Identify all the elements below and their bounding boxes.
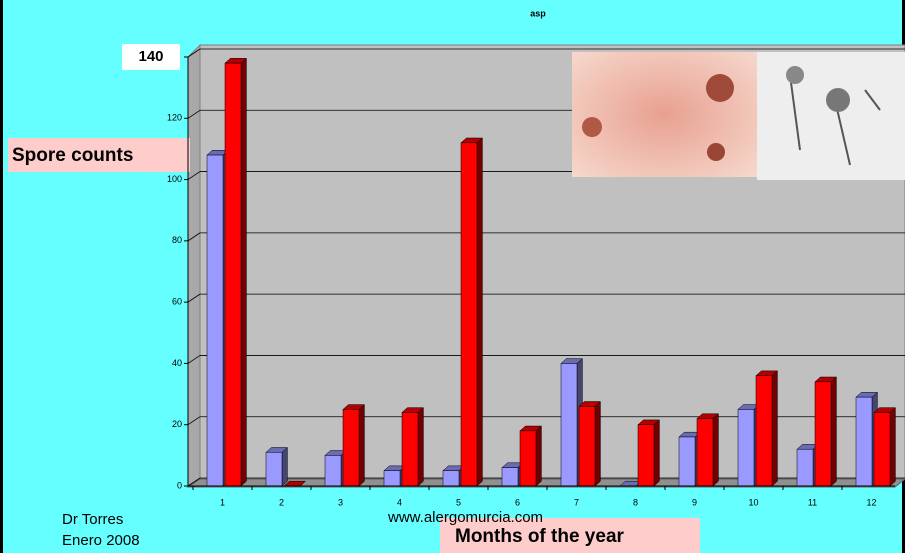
- y-tick-label: 0: [177, 480, 182, 490]
- bar-side: [281, 446, 288, 487]
- bar-side: [240, 57, 247, 487]
- bar-side: [535, 425, 542, 487]
- bar-side: [771, 370, 778, 487]
- bar: [383, 470, 401, 487]
- y-tick-label: 80: [172, 235, 182, 245]
- photo-detail: [582, 117, 602, 137]
- x-tick-label: 9: [692, 497, 697, 507]
- photo-detail: [786, 66, 804, 84]
- photo-detail: [826, 88, 850, 112]
- bar: [796, 448, 814, 487]
- bar: [678, 436, 696, 487]
- grid-line-side: [187, 48, 201, 58]
- bar: [265, 452, 283, 487]
- x-tick-label: 3: [338, 497, 343, 507]
- bar: [324, 455, 342, 487]
- date: Enero 2008: [62, 532, 140, 549]
- bar: [206, 154, 224, 487]
- bar: [696, 418, 714, 487]
- x-tick-label: 5: [456, 497, 461, 507]
- bar: [460, 142, 478, 487]
- bar-side: [830, 376, 837, 487]
- bars: [206, 57, 897, 487]
- x-tick-label: 7: [574, 497, 579, 507]
- bar: [873, 412, 891, 487]
- y-tick-label: 20: [172, 419, 182, 429]
- floor: [186, 478, 905, 488]
- bar-side: [358, 404, 365, 487]
- y-tick-label: 140: [138, 48, 163, 65]
- bar: [224, 62, 242, 487]
- left-border: [0, 0, 3, 553]
- bar-side: [594, 400, 601, 487]
- bar: [342, 409, 360, 487]
- bar: [637, 424, 655, 487]
- x-tick-label: 8: [633, 497, 638, 507]
- photo-conidiophores: [757, 52, 905, 180]
- bar: [578, 406, 596, 487]
- y-label-box: [8, 138, 190, 172]
- y-tick-label: 60: [172, 297, 182, 307]
- grid-line-side: [187, 416, 201, 426]
- photo-spores: [572, 52, 757, 177]
- x-tick-label: 10: [748, 497, 758, 507]
- bar: [814, 381, 832, 487]
- bar-side: [712, 413, 719, 487]
- bar: [855, 396, 873, 487]
- chart-title: asp: [530, 8, 546, 18]
- x-tick-label: 1: [220, 497, 225, 507]
- website: www.alergomurcia.com: [387, 509, 543, 526]
- bar: [442, 470, 460, 487]
- grid: [187, 48, 905, 487]
- grid-line-side: [187, 355, 201, 364]
- bar-side: [889, 407, 896, 487]
- y-tick-label: 40: [172, 358, 182, 368]
- grid-line-side: [187, 293, 201, 303]
- photos: [572, 52, 905, 180]
- y-axis-label: Spore counts: [12, 145, 133, 166]
- x-label-box: [440, 518, 700, 553]
- bar: [737, 409, 755, 487]
- bar-side: [653, 419, 660, 487]
- x-axis-label: Months of the year: [455, 526, 625, 547]
- grid-line-side: [187, 109, 201, 119]
- y-tick-label: 120: [167, 113, 182, 123]
- grid-line-side: [187, 171, 201, 180]
- bar: [401, 412, 419, 487]
- bar-side: [417, 407, 424, 487]
- bar-side: [476, 137, 483, 487]
- bar: [560, 363, 578, 487]
- x-tick-label: 12: [866, 497, 876, 507]
- bar: [519, 430, 537, 487]
- author: Dr Torres: [62, 511, 123, 528]
- bar: [501, 467, 519, 487]
- x-tick-label: 11: [808, 497, 817, 507]
- bar: [755, 375, 773, 487]
- x-tick-label: 4: [397, 497, 402, 507]
- grid-line-side: [187, 232, 201, 242]
- y-tick-box: [122, 44, 180, 70]
- x-tick-label: 6: [515, 497, 520, 507]
- x-tick-label: 2: [279, 497, 284, 507]
- y-tick-label: 100: [167, 174, 182, 184]
- photo-detail: [707, 143, 725, 161]
- photo-detail: [706, 74, 734, 102]
- grid-line-side: [187, 477, 201, 487]
